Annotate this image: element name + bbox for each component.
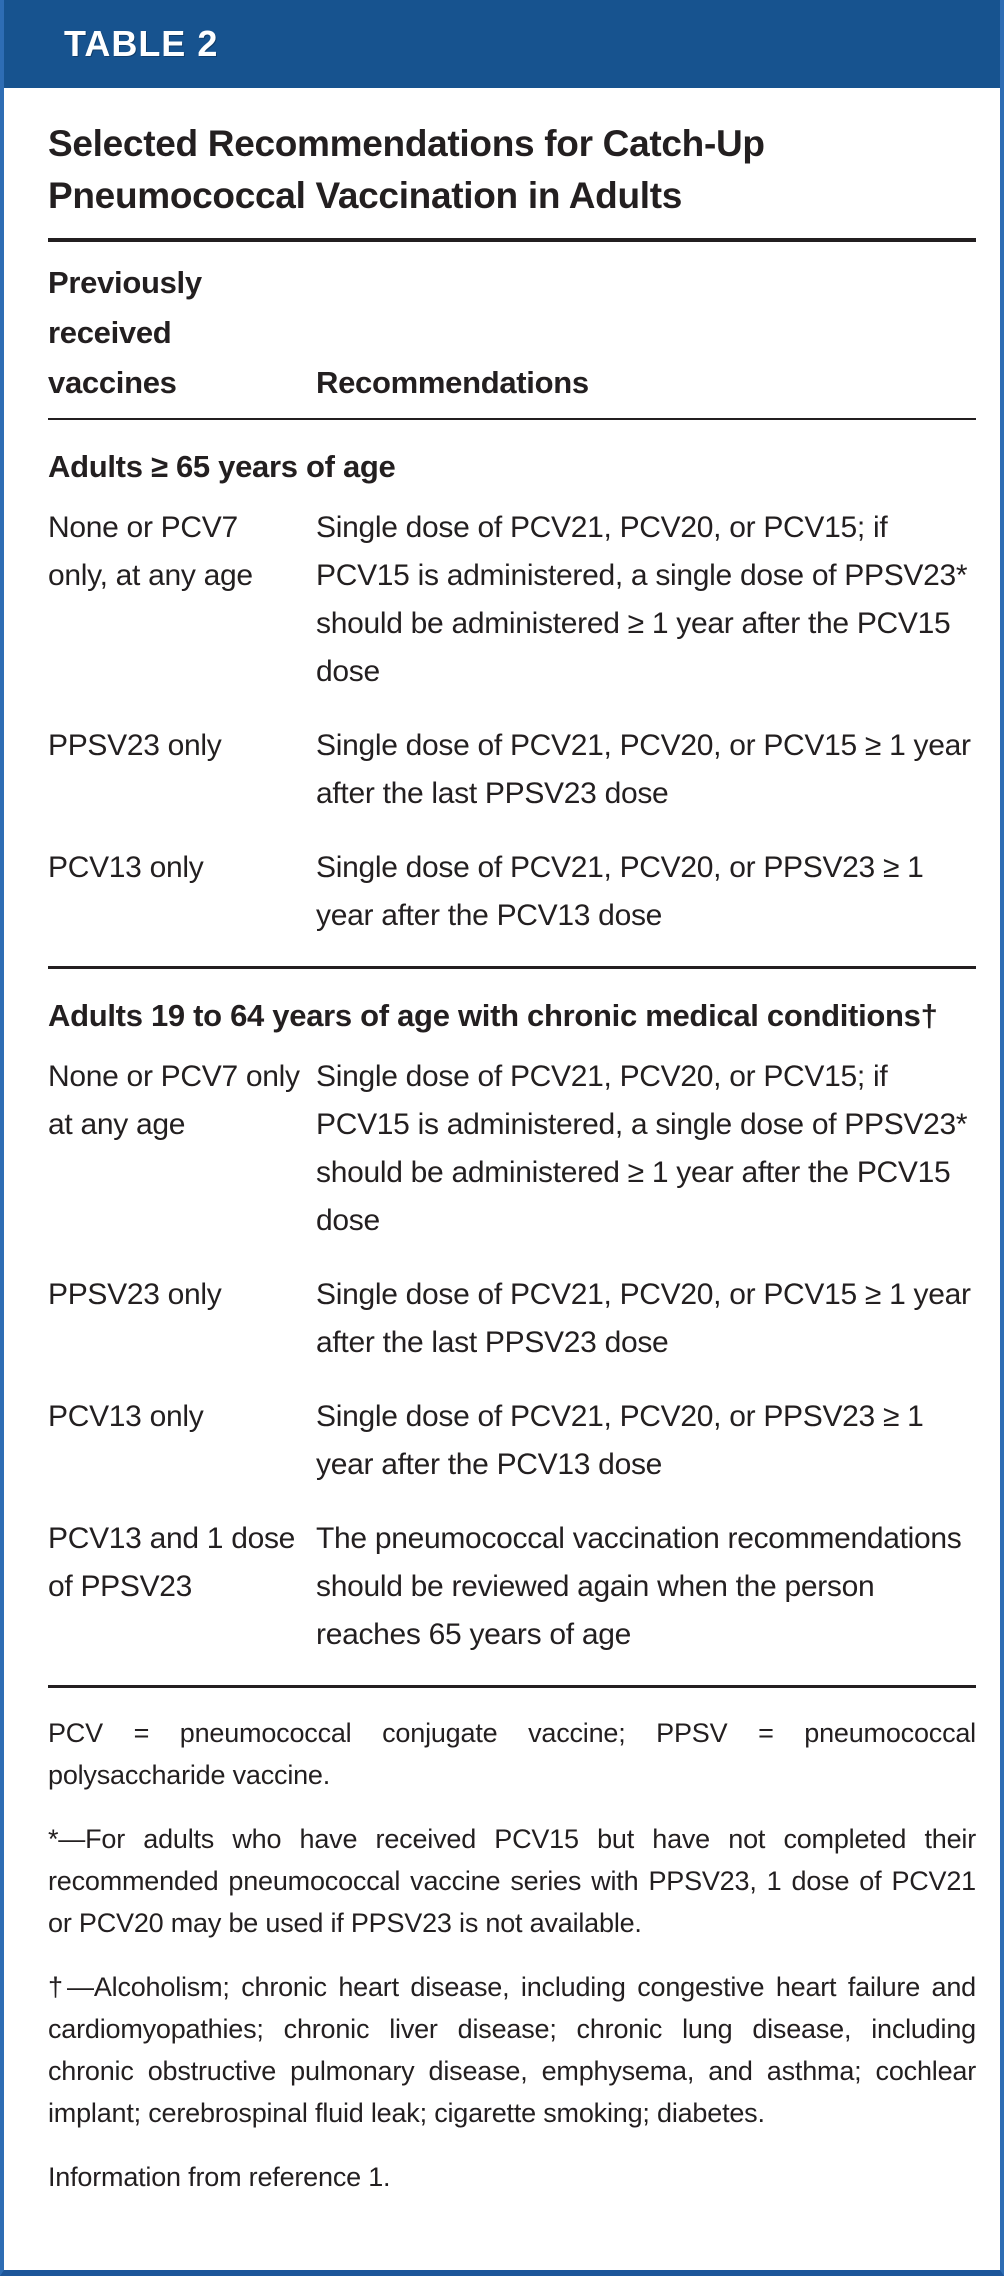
divider-under-title: [48, 238, 976, 242]
table-content: Selected Recommendations for Catch-Up Pn…: [4, 118, 1000, 2198]
cell-previously-received: PCV13 only: [48, 1400, 204, 1433]
table-row: PCV13 only Single dose of PCV21, PCV20, …: [48, 844, 976, 940]
section-adults-65-plus: Adults ≥ 65 years of age None or PCV7 on…: [48, 442, 976, 940]
table-number-label: TABLE 2: [64, 23, 219, 64]
cell-previously-received: None or PCV7 only, at any age: [48, 511, 253, 592]
table-row: None or PCV7 only at any age Single dose…: [48, 1053, 976, 1245]
table-row: PPSV23 only Single dose of PCV21, PCV20,…: [48, 1271, 976, 1367]
cell-recommendation: Single dose of PCV21, PCV20, or PCV15; i…: [316, 1060, 968, 1237]
cell-recommendation: Single dose of PCV21, PCV20, or PPSV23 ≥…: [316, 851, 924, 932]
divider-between-sections: [48, 966, 976, 969]
table-row: None or PCV7 only, at any age Single dos…: [48, 504, 976, 696]
cell-previously-received: PPSV23 only: [48, 1278, 222, 1311]
cell-previously-received: PCV13 only: [48, 851, 204, 884]
column-header-row: Previously received vaccines Recommendat…: [48, 258, 976, 408]
table-title: Selected Recommendations for Catch-Up Pn…: [48, 123, 765, 216]
cell-previously-received: PPSV23 only: [48, 729, 222, 762]
cell-recommendation: Single dose of PCV21, PCV20, or PCV15 ≥ …: [316, 729, 971, 810]
table-row: PCV13 only Single dose of PCV21, PCV20, …: [48, 1393, 976, 1489]
table-header-bar: TABLE 2: [4, 0, 1000, 88]
cell-recommendation: Single dose of PCV21, PCV20, or PCV15; i…: [316, 511, 968, 688]
table-row: PCV13 and 1 dose of PPSV23 The pneumococ…: [48, 1515, 976, 1659]
section-heading: Adults ≥ 65 years of age: [48, 449, 396, 484]
cell-recommendation: Single dose of PCV21, PCV20, or PPSV23 ≥…: [316, 1400, 924, 1481]
footnote-source: Information from reference 1.: [48, 2162, 391, 2192]
cell-recommendation: Single dose of PCV21, PCV20, or PCV15 ≥ …: [316, 1278, 971, 1359]
section-heading: Adults 19 to 64 years of age with chroni…: [48, 998, 938, 1033]
column-header-previously-received: Previously received vaccines: [48, 265, 202, 400]
divider-above-footnotes: [48, 1685, 976, 1688]
column-header-recommendations: Recommendations: [316, 365, 589, 400]
footnote-dagger: †—Alcoholism; chronic heart disease, inc…: [48, 1972, 976, 2128]
cell-previously-received: PCV13 and 1 dose of PPSV23: [48, 1522, 296, 1603]
cell-previously-received: None or PCV7 only at any age: [48, 1060, 300, 1141]
cell-recommendation: The pneumococcal vaccination recommendat…: [316, 1522, 962, 1651]
table-row: PPSV23 only Single dose of PCV21, PCV20,…: [48, 722, 976, 818]
section-adults-19-to-64: Adults 19 to 64 years of age with chroni…: [48, 991, 976, 1659]
footnote-abbreviations: PCV = pneumococcal conjugate vaccine; PP…: [48, 1718, 976, 1790]
divider-under-column-headers: [48, 418, 976, 420]
footnote-asterisk: *—For adults who have received PCV15 but…: [48, 1824, 976, 1938]
